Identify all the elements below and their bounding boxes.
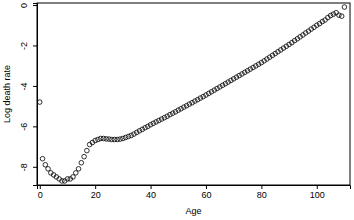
point — [187, 102, 192, 107]
y-axis-title: Log death rate — [2, 65, 12, 123]
y-tick-mark — [33, 86, 37, 87]
y-axis: -8 -6 -4 -2 0 — [19, 3, 38, 185]
y-tick-label: -6 — [19, 123, 29, 131]
point — [40, 156, 45, 161]
x-tick-mark — [206, 185, 207, 189]
point — [137, 129, 142, 134]
y-tick: -4 — [19, 82, 37, 90]
point — [143, 125, 148, 130]
point — [337, 13, 342, 18]
point — [76, 167, 81, 172]
y-tick: -8 — [19, 163, 37, 171]
x-tick-mark — [151, 185, 152, 189]
x-axis: 0 20 40 60 80 100 — [38, 185, 351, 200]
x-axis-line — [38, 186, 351, 190]
x-tick-mark — [317, 185, 318, 189]
y-tick: 0 — [19, 3, 37, 8]
point — [331, 12, 336, 17]
y-axis-line — [33, 4, 38, 186]
point — [198, 96, 203, 101]
point — [96, 137, 101, 142]
point — [93, 138, 98, 143]
points — [37, 5, 346, 184]
chart: 0 20 40 60 80 100 -8 -6 -4 -2 0 Age Log death rate — [0, 0, 354, 220]
y-tick-label: -8 — [19, 163, 29, 171]
point — [121, 136, 126, 141]
y-tick-mark — [33, 167, 37, 168]
x-tick: 40 — [146, 185, 156, 200]
y-tick: -2 — [19, 42, 37, 50]
x-axis-title: Age — [185, 206, 201, 216]
point — [37, 100, 42, 105]
y-tick-label: -4 — [19, 82, 29, 90]
point — [79, 160, 84, 165]
point — [123, 135, 128, 140]
x-tick-mark — [261, 185, 262, 189]
y-tick-mark — [33, 5, 37, 6]
x-tick-mark — [95, 185, 96, 189]
point — [193, 99, 198, 104]
x-tick-label: 40 — [146, 190, 156, 200]
x-tick-label: 0 — [38, 190, 43, 200]
point — [182, 105, 187, 110]
point — [129, 133, 134, 138]
x-tick-label: 60 — [201, 190, 211, 200]
x-tick-label: 20 — [91, 190, 101, 200]
point — [342, 5, 347, 10]
point — [85, 148, 90, 153]
point — [168, 112, 173, 117]
y-tick: -6 — [19, 123, 37, 131]
point — [339, 14, 344, 19]
x-tick: 20 — [91, 185, 101, 200]
x-tick: 100 — [310, 185, 325, 200]
x-tick-label: 100 — [310, 190, 325, 200]
point — [82, 154, 87, 159]
y-tick-mark — [33, 126, 37, 127]
point — [328, 13, 333, 18]
x-tick: 60 — [201, 185, 211, 200]
point — [126, 134, 131, 139]
x-tick: 0 — [38, 185, 43, 200]
plot-frame — [37, 3, 350, 185]
point — [162, 115, 167, 120]
point — [159, 117, 164, 122]
point — [154, 120, 159, 125]
y-tick-label: 0 — [19, 3, 29, 8]
x-tick-mark — [40, 185, 41, 189]
point — [176, 108, 181, 113]
x-tick: 80 — [257, 185, 267, 200]
x-tick-label: 80 — [257, 190, 267, 200]
point — [151, 121, 156, 126]
point — [148, 122, 153, 127]
y-tick-label: -2 — [19, 42, 29, 50]
y-tick-mark — [33, 45, 37, 46]
point — [157, 118, 162, 123]
point — [170, 111, 175, 116]
